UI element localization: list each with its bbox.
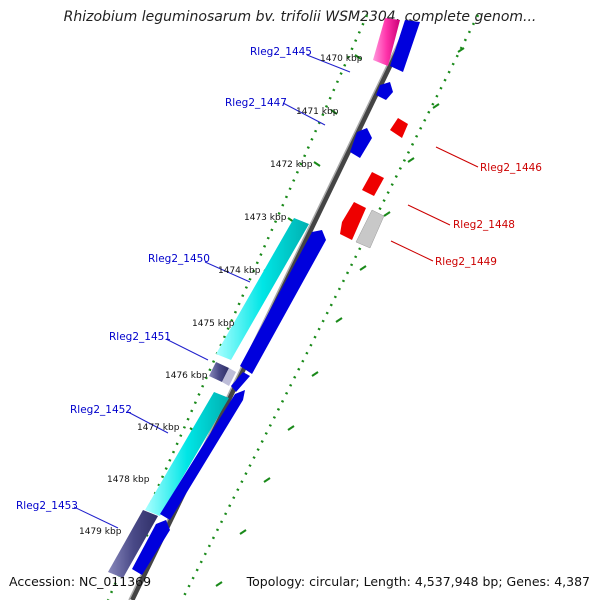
scale-label-1476: 1476 kbp [165, 371, 208, 381]
pseudo-rleg2-1449[interactable] [355, 209, 385, 249]
gene-rleg2-1445-hit[interactable] [373, 18, 400, 66]
rna-feature-long[interactable] [216, 218, 309, 360]
gene-rleg2-1451-shade [222, 368, 236, 386]
forward-cds[interactable] [132, 20, 420, 575]
cds-rleg2-1453[interactable] [132, 520, 170, 575]
cds-rleg2-1447b[interactable] [350, 128, 372, 158]
scale-label-1474: 1474 kbp [218, 266, 261, 276]
leader-lines-left [73, 54, 351, 529]
cds-rleg2-1448[interactable] [362, 172, 384, 196]
cds-rleg2-1448b[interactable] [340, 202, 366, 240]
cds-rleg2-1450[interactable] [240, 230, 326, 374]
gene-label-rleg2-1449[interactable]: Rleg2_1449 [435, 256, 497, 268]
gene-label-rleg2-1450[interactable]: Rleg2_1450 [148, 253, 210, 265]
gene-label-rleg2-1452[interactable]: Rleg2_1452 [70, 404, 132, 416]
scale-label-1473: 1473 kbp [244, 213, 287, 223]
gene-label-rleg2-1448[interactable]: Rleg2_1448 [453, 219, 515, 231]
gene-label-rleg2-1445[interactable]: Rleg2_1445 [250, 46, 312, 58]
gene-label-rleg2-1453[interactable]: Rleg2_1453 [16, 500, 78, 512]
scale-label-1477: 1477 kbp [137, 423, 180, 433]
cds-rleg2-1451[interactable] [231, 372, 250, 392]
cds-rleg2-1446[interactable] [390, 118, 408, 138]
scale-label-1478: 1478 kbp [107, 475, 150, 485]
scale-label-1472: 1472 kbp [270, 160, 313, 170]
outer-ticks [215, 47, 465, 587]
gene-rleg2-1453-block[interactable] [108, 510, 158, 578]
cds-rleg2-1452[interactable] [160, 390, 245, 520]
gc-ring-right [180, 14, 480, 600]
reverse-cds[interactable] [340, 118, 408, 249]
scale-label-1479: 1479 kbp [79, 527, 122, 537]
leader-lines-right [390, 146, 479, 262]
cds-rleg2-1447a[interactable] [376, 82, 393, 100]
topology-summary: Topology: circular; Length: 4,537,948 bp… [246, 574, 590, 589]
map-title: Rhizobium leguminosarum bv. trifolii WSM… [63, 9, 537, 25]
rna-feature-lower[interactable] [145, 392, 229, 516]
scale-label-1475: 1475 kbp [192, 319, 235, 329]
cds-rleg2-1445[interactable] [390, 20, 420, 72]
gene-label-rleg2-1451[interactable]: Rleg2_1451 [109, 331, 171, 343]
gene-label-rleg2-1447[interactable]: Rleg2_1447 [225, 97, 287, 109]
scale-label-1471: 1471 kbp [296, 107, 339, 117]
gene-label-rleg2-1446[interactable]: Rleg2_1446 [480, 162, 542, 174]
gene-rleg2-1451-block[interactable] [209, 362, 229, 382]
accession-text: Accession: NC_011369 [9, 574, 152, 589]
scale-label-1470: 1470 kbp [320, 54, 363, 64]
